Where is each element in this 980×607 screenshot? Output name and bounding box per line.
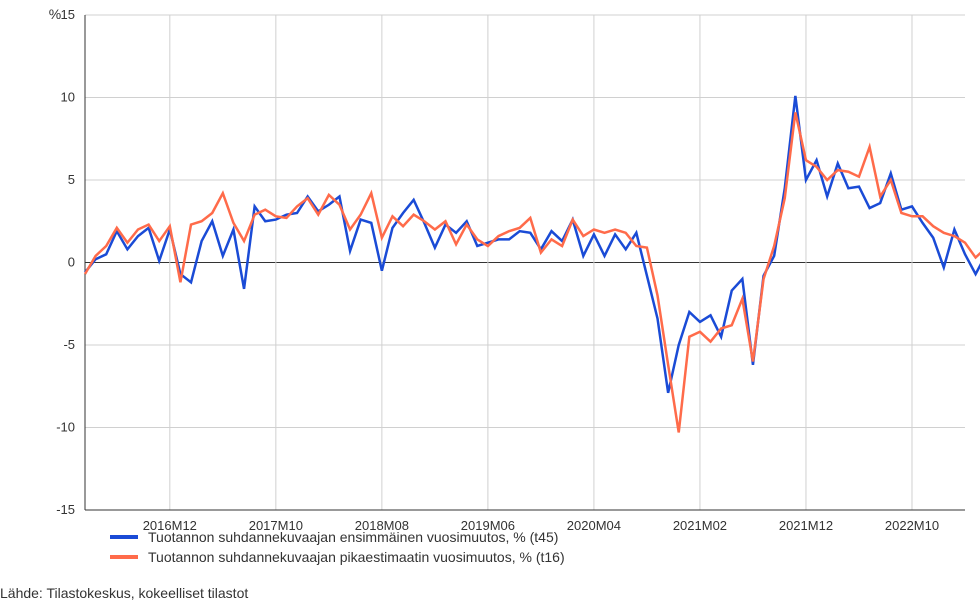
source-text: Lähde: Tilastokeskus, kokeelliset tilast…: [0, 585, 248, 601]
x-tick-label: 2020M04: [567, 518, 621, 533]
x-tick-label: 2021M02: [673, 518, 727, 533]
legend-label-0: Tuotannon suhdannekuvaajan ensimmäinen v…: [148, 529, 558, 545]
y-tick-label: 5: [68, 172, 75, 187]
y-tick-label: 15: [61, 7, 75, 22]
y-axis-title: %: [49, 6, 61, 22]
chart-container: -15-10-50510152016M122017M102018M082019M…: [0, 0, 980, 607]
y-tick-label: -15: [56, 502, 75, 517]
y-tick-label: -5: [63, 337, 75, 352]
line-chart: -15-10-50510152016M122017M102018M082019M…: [0, 0, 980, 607]
y-tick-label: -10: [56, 420, 75, 435]
x-tick-label: 2022M10: [885, 518, 939, 533]
x-tick-label: 2021M12: [779, 518, 833, 533]
y-tick-label: 10: [61, 90, 75, 105]
legend-label-1: Tuotannon suhdannekuvaajan pikaestimaati…: [148, 549, 565, 565]
y-tick-label: 0: [68, 255, 75, 270]
